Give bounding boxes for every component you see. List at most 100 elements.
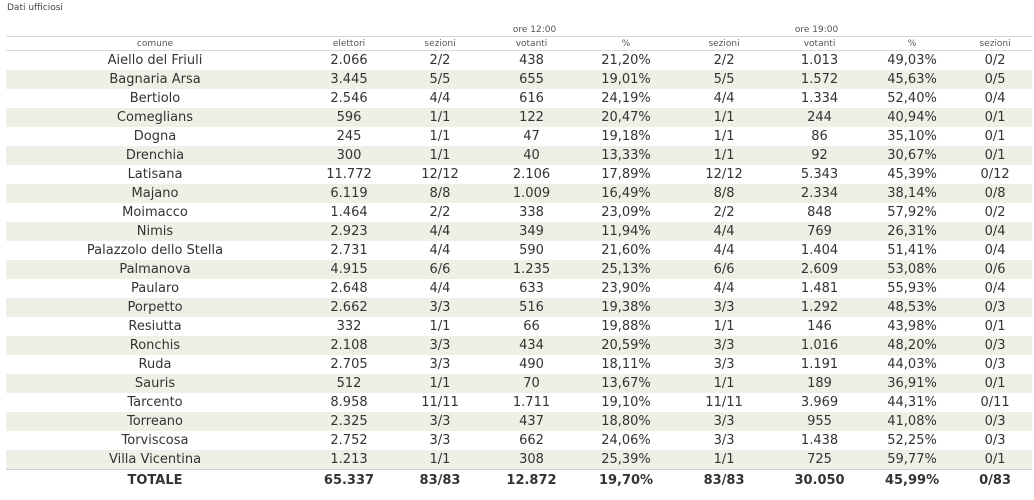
table-row: Villa Vicentina 1.213 1/1 308 25,39% 1/1 725 59…	[6, 450, 1033, 470]
cell-votanti-noon: 434	[486, 336, 577, 355]
cell-percent-noon: 21,60%	[577, 241, 676, 260]
cell-sezioni-evening: 11/11	[675, 393, 774, 412]
cell-sezioni-evening: 2/2	[675, 50, 774, 70]
cell-elettori: 4.915	[304, 260, 394, 279]
cell-percent-evening: 38,14%	[866, 184, 959, 203]
cell-votanti-evening: 1.292	[773, 298, 867, 317]
caption: Dati ufficiosi	[7, 3, 63, 13]
cell-sezioni-evening: 1/1	[675, 317, 774, 336]
table-row: Palazzolo dello Stella 2.731 4/4 590 21,60% 4…	[6, 241, 1033, 260]
cell-votanti-noon: 40	[486, 146, 577, 165]
cell-percent-evening: 43,98%	[866, 317, 959, 336]
cell-votanti-noon: 662	[486, 431, 577, 450]
cell-sezioni-final: 0/5	[958, 70, 1033, 89]
cell-sezioni-noon: 4/4	[394, 279, 486, 298]
cell-sezioni-evening: 3/3	[675, 336, 774, 355]
cell-sezioni-evening: 6/6	[675, 260, 774, 279]
cell-percent-noon: 25,39%	[577, 450, 676, 470]
cell-comune: Comeglians	[6, 108, 304, 127]
cell-elettori: 1.464	[304, 203, 394, 222]
cell-percent-evening: 59,77%	[866, 450, 959, 470]
cell-comune: Resiutta	[6, 317, 304, 336]
cell-comune: Ruda	[6, 355, 304, 374]
cell-comune: Palazzolo dello Stella	[6, 241, 304, 260]
cell-sezioni-evening: 4/4	[675, 89, 774, 108]
cell-percent-evening: 36,91%	[866, 374, 959, 393]
cell-votanti-noon: 2.106	[486, 165, 577, 184]
total-percent-evening: 45,99%	[866, 469, 959, 490]
cell-comune: Paularo	[6, 279, 304, 298]
column-header-comune: comune	[6, 36, 304, 51]
cell-sezioni-evening: 1/1	[675, 108, 774, 127]
cell-votanti-noon: 122	[486, 108, 577, 127]
cell-sezioni-evening: 3/3	[675, 431, 774, 450]
cell-sezioni-noon: 4/4	[394, 89, 486, 108]
cell-comune: Moimacco	[6, 203, 304, 222]
cell-sezioni-noon: 1/1	[394, 374, 486, 393]
cell-votanti-evening: 769	[773, 222, 867, 241]
cell-sezioni-noon: 1/1	[394, 127, 486, 146]
cell-sezioni-evening: 1/1	[675, 127, 774, 146]
table-row: Latisana 11.772 12/12 2.106 17,89% 12/12 5.343…	[6, 165, 1033, 184]
cell-votanti-noon: 490	[486, 355, 577, 374]
table-row: Tarcento 8.958 11/11 1.711 19,10% 11/11 3.969 4…	[6, 393, 1033, 412]
cell-percent-noon: 25,13%	[577, 260, 676, 279]
total-elettori: 65.337	[304, 469, 394, 490]
table-row: Bertiolo 2.546 4/4 616 24,19% 4/4 1.334 52,40% 0…	[6, 89, 1033, 108]
column-header-sezioni-noon: sezioni	[394, 36, 486, 51]
column-header-votanti-noon: votanti	[486, 36, 577, 51]
cell-votanti-evening: 725	[773, 450, 867, 470]
column-header-sezioni-final: sezioni	[958, 36, 1033, 51]
cell-sezioni-noon: 12/12	[394, 165, 486, 184]
table-row: Torviscosa 2.752 3/3 662 24,06% 3/3 1.438 52,25…	[6, 431, 1033, 450]
column-header-sezioni-evening: sezioni	[675, 36, 774, 51]
cell-votanti-evening: 955	[773, 412, 867, 431]
cell-sezioni-evening: 2/2	[675, 203, 774, 222]
cell-percent-noon: 19,88%	[577, 317, 676, 336]
table-row: Resiutta 332 1/1 66 19,88% 1/1 146 43,98% 0/1	[6, 317, 1033, 336]
cell-percent-evening: 48,53%	[866, 298, 959, 317]
turnout-table: ore 12:00 ore 19:00 comune elettori sezion…	[6, 24, 1033, 490]
cell-comune: Torreano	[6, 412, 304, 431]
cell-votanti-noon: 590	[486, 241, 577, 260]
cell-votanti-evening: 1.191	[773, 355, 867, 374]
cell-comune: Latisana	[6, 165, 304, 184]
cell-sezioni-noon: 1/1	[394, 108, 486, 127]
cell-sezioni-noon: 2/2	[394, 50, 486, 70]
table-row: Nimis 2.923 4/4 349 11,94% 4/4 769 26,31% 0/4	[6, 222, 1033, 241]
cell-sezioni-final: 0/3	[958, 412, 1033, 431]
table-row: Ronchis 2.108 3/3 434 20,59% 3/3 1.016 48,20% 0/…	[6, 336, 1033, 355]
cell-sezioni-noon: 1/1	[394, 450, 486, 470]
cell-percent-evening: 55,93%	[866, 279, 959, 298]
cell-votanti-evening: 244	[773, 108, 867, 127]
cell-votanti-noon: 516	[486, 298, 577, 317]
cell-elettori: 2.648	[304, 279, 394, 298]
cell-votanti-evening: 1.572	[773, 70, 867, 89]
cell-votanti-evening: 3.969	[773, 393, 867, 412]
cell-sezioni-evening: 4/4	[675, 241, 774, 260]
cell-percent-evening: 41,08%	[866, 412, 959, 431]
cell-votanti-noon: 70	[486, 374, 577, 393]
cell-elettori: 245	[304, 127, 394, 146]
cell-sezioni-evening: 3/3	[675, 412, 774, 431]
cell-sezioni-evening: 3/3	[675, 355, 774, 374]
table-row: Dogna 245 1/1 47 19,18% 1/1 86 35,10% 0/1	[6, 127, 1033, 146]
cell-percent-evening: 45,63%	[866, 70, 959, 89]
cell-comune: Drenchia	[6, 146, 304, 165]
cell-votanti-noon: 1.009	[486, 184, 577, 203]
cell-percent-noon: 19,38%	[577, 298, 676, 317]
cell-votanti-evening: 146	[773, 317, 867, 336]
cell-sezioni-noon: 8/8	[394, 184, 486, 203]
cell-percent-evening: 57,92%	[866, 203, 959, 222]
table-row: Aiello del Friuli 2.066 2/2 438 21,20% 2/2 1.0…	[6, 50, 1033, 70]
cell-comune: Bagnaria Arsa	[6, 70, 304, 89]
cell-elettori: 8.958	[304, 393, 394, 412]
cell-elettori: 300	[304, 146, 394, 165]
cell-elettori: 2.731	[304, 241, 394, 260]
cell-votanti-evening: 5.343	[773, 165, 867, 184]
cell-percent-noon: 17,89%	[577, 165, 676, 184]
cell-percent-noon: 24,19%	[577, 89, 676, 108]
cell-sezioni-final: 0/3	[958, 355, 1033, 374]
cell-percent-noon: 23,90%	[577, 279, 676, 298]
cell-sezioni-evening: 8/8	[675, 184, 774, 203]
